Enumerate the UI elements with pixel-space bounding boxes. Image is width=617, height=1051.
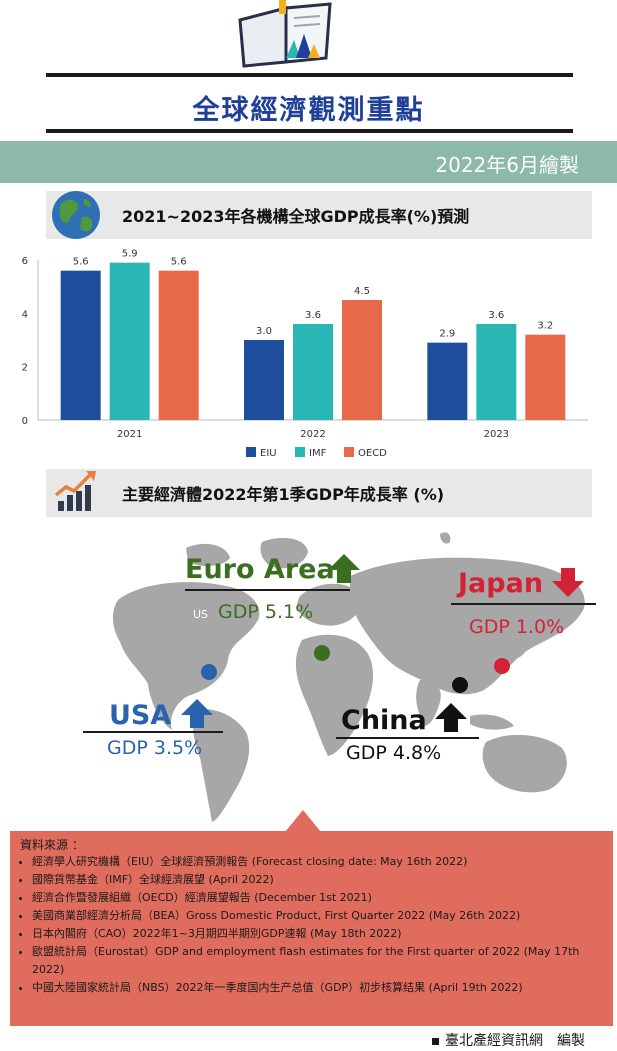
data-label: 5.6 <box>171 257 187 268</box>
bar-eiu-2021 <box>60 270 101 420</box>
marker-japan <box>494 658 510 674</box>
data-label: 3.0 <box>256 326 272 337</box>
region-name-china: China <box>341 705 427 736</box>
region-gdp-china: GDP 4.8% <box>346 742 442 764</box>
region-gdp-euro-area: GDP 5.1% <box>218 601 314 623</box>
page-title: 全球經濟觀測重點 <box>192 95 425 126</box>
section-quarterly-header: 主要經濟體2022年第1季GDP年成長率 (%) <box>46 469 592 517</box>
bar-imf-2022 <box>293 324 333 420</box>
report-book-icon <box>238 0 332 68</box>
bar-oecd-2022 <box>342 300 382 420</box>
data-label: 3.6 <box>305 310 321 321</box>
region-name-japan: Japan <box>458 568 544 599</box>
data-label: 2.9 <box>439 329 455 340</box>
source-item: 經濟學人研究機構（EIU）全球經濟預測報告 (Forecast closing … <box>32 853 607 871</box>
y-tick-label: 2 <box>22 363 28 374</box>
bar-oecd-2023 <box>525 334 566 420</box>
globe-icon <box>52 191 100 239</box>
marker-usa <box>201 664 217 680</box>
region-gdp-usa: GDP 3.5% <box>107 737 203 759</box>
data-label: 3.2 <box>537 321 553 332</box>
source-item: 國際貨幣基金（IMF）全球經濟展望 (April 2022) <box>32 871 607 889</box>
data-label: 4.5 <box>354 286 370 297</box>
square-bullet-icon <box>432 1037 439 1045</box>
y-tick-label: 0 <box>22 416 28 427</box>
growth-chart-icon <box>54 471 96 511</box>
legend-label: OECD <box>358 448 387 459</box>
usa-underline <box>83 731 223 733</box>
arrow-up-icon <box>435 703 467 732</box>
bar-eiu-2022 <box>244 340 284 420</box>
bar-oecd-2021 <box>158 270 199 420</box>
bar-imf-2023 <box>476 324 517 420</box>
section-quarterly-title: 主要經濟體2022年第1季GDP年成長率 (%) <box>122 485 445 504</box>
y-tick-label: 6 <box>22 256 28 267</box>
date-label: 2022年6月繪製 <box>435 153 579 177</box>
euro-area-underline <box>185 589 350 591</box>
x-tick-label: 2022 <box>300 429 325 440</box>
footer-credit: 臺北產經資訊網 編製 <box>432 1030 585 1050</box>
source-item: 美國商業部經濟分析局（BEA）Gross Domestic Product, F… <box>32 907 607 925</box>
date-band: 2022年6月繪製 <box>0 141 617 183</box>
gdp-forecast-chart: 0 2 4 6 5.6 5.9 5.6 2021 3.0 3.6 4.5 2022 2.9 3.6 3.2 2… <box>22 249 588 459</box>
source-item: 中國大陸國家統計局（NBS）2022年一季度国内生产总值（GDP）初步核算结果 … <box>32 979 607 997</box>
source-item: 日本內閣府（CAO）2022年1~3月期四半期別GDP速報 (May 18th … <box>32 925 607 943</box>
section-forecast-header: 2021~2023年各機構全球GDP成長率(%)預測 <box>46 191 592 239</box>
region-gdp-japan: GDP 1.0% <box>469 616 565 638</box>
x-tick-label: 2021 <box>117 429 142 440</box>
source-item: 經濟合作暨發展組織（OECD）經濟展望報告 (December 1st 2021… <box>32 889 607 907</box>
data-label: 3.6 <box>488 310 504 321</box>
legend-label: EIU <box>260 448 277 459</box>
x-tick-label: 2023 <box>484 429 509 440</box>
map-us-label: US <box>193 608 209 621</box>
bar-eiu-2023 <box>427 342 468 420</box>
arrow-down-icon <box>552 568 584 597</box>
data-label: 5.6 <box>73 257 89 268</box>
data-label: 5.9 <box>122 249 138 260</box>
china-underline <box>336 737 479 739</box>
region-name-euro-area: Euro Area <box>185 554 335 585</box>
section-forecast-title: 2021~2023年各機構全球GDP成長率(%)預測 <box>122 207 470 226</box>
arrow-up-icon <box>328 554 360 583</box>
source-item: 歐盟統計局（Eurostat）GDP and employment flash … <box>32 943 607 979</box>
marker-euro-area <box>314 645 330 661</box>
legend-swatch <box>246 447 256 457</box>
marker-china <box>452 677 468 693</box>
arrow-up-icon <box>181 699 213 728</box>
sources-heading: 資料來源 ： <box>20 838 84 852</box>
region-name-usa: USA <box>109 700 172 731</box>
world-map <box>112 532 585 822</box>
bar-imf-2021 <box>109 262 150 420</box>
y-tick-label: 4 <box>22 309 28 320</box>
footer-credit-text: 臺北產經資訊網 編製 <box>445 1033 585 1049</box>
legend-label: IMF <box>309 448 327 459</box>
legend-swatch <box>295 447 305 457</box>
title-top-rule <box>46 73 573 77</box>
title-bottom-rule <box>46 129 573 133</box>
legend-swatch <box>344 447 354 457</box>
sources-pointer <box>285 810 321 832</box>
sources-panel: 資料來源 ： 經濟學人研究機構（EIU）全球經濟預測報告 (Forecast c… <box>10 831 613 1026</box>
sources-list: 經濟學人研究機構（EIU）全球經濟預測報告 (Forecast closing … <box>18 853 607 997</box>
japan-underline <box>451 603 596 605</box>
